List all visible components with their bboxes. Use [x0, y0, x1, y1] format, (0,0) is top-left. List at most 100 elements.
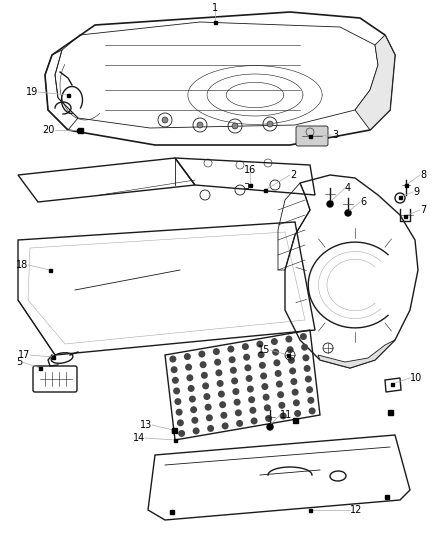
Text: 9: 9 [413, 187, 419, 197]
Text: 4: 4 [345, 183, 351, 193]
Text: 5: 5 [16, 357, 22, 367]
Circle shape [177, 419, 184, 426]
Bar [391, 383, 393, 385]
Bar [388, 409, 392, 415]
Circle shape [260, 373, 267, 379]
Circle shape [242, 343, 249, 350]
Circle shape [263, 394, 270, 401]
Circle shape [187, 385, 194, 392]
Circle shape [267, 424, 273, 430]
Circle shape [213, 348, 220, 355]
Circle shape [185, 364, 192, 370]
Circle shape [222, 423, 229, 430]
Circle shape [207, 425, 214, 432]
Circle shape [302, 354, 309, 361]
Circle shape [306, 386, 313, 393]
Circle shape [206, 414, 213, 421]
Circle shape [184, 353, 191, 360]
Circle shape [236, 420, 243, 427]
Circle shape [235, 409, 242, 416]
Bar [399, 196, 402, 198]
Circle shape [220, 412, 227, 419]
Circle shape [191, 417, 198, 424]
Circle shape [304, 365, 311, 372]
Circle shape [286, 346, 293, 353]
Circle shape [232, 123, 238, 129]
Circle shape [174, 398, 181, 405]
Circle shape [215, 369, 223, 376]
Bar [286, 353, 290, 357]
Circle shape [162, 117, 168, 123]
Circle shape [233, 388, 240, 395]
Circle shape [279, 402, 286, 409]
Circle shape [178, 430, 185, 437]
Bar [78, 127, 82, 133]
Circle shape [261, 383, 268, 390]
Text: 18: 18 [16, 260, 28, 270]
Circle shape [218, 391, 225, 398]
Circle shape [227, 345, 234, 352]
Circle shape [172, 377, 179, 384]
Circle shape [233, 399, 240, 406]
FancyBboxPatch shape [296, 126, 328, 146]
Circle shape [286, 336, 293, 343]
Circle shape [259, 362, 266, 369]
Text: 19: 19 [26, 87, 38, 97]
Text: 8: 8 [420, 170, 426, 180]
Circle shape [272, 349, 279, 356]
Bar [308, 508, 311, 512]
Circle shape [248, 396, 255, 403]
Circle shape [276, 381, 283, 387]
Circle shape [246, 375, 253, 382]
Circle shape [200, 361, 207, 368]
Circle shape [309, 407, 316, 415]
Bar [170, 510, 174, 514]
Circle shape [264, 405, 271, 411]
Circle shape [219, 401, 226, 408]
Circle shape [301, 344, 308, 351]
Circle shape [171, 366, 178, 373]
Bar [52, 356, 54, 359]
Circle shape [189, 395, 196, 402]
Circle shape [193, 427, 200, 434]
Text: 2: 2 [290, 170, 296, 180]
Bar [346, 211, 350, 214]
Circle shape [176, 409, 183, 416]
Circle shape [294, 410, 301, 417]
Text: 15: 15 [258, 345, 270, 355]
Circle shape [275, 370, 282, 377]
Circle shape [202, 383, 209, 390]
Circle shape [205, 403, 212, 411]
Polygon shape [355, 35, 395, 130]
Bar [405, 183, 407, 187]
Circle shape [201, 372, 208, 379]
Text: 17: 17 [18, 350, 30, 360]
Circle shape [198, 351, 205, 358]
Circle shape [305, 376, 312, 383]
Circle shape [327, 201, 333, 207]
Text: 10: 10 [410, 373, 422, 383]
Bar [172, 427, 177, 432]
Circle shape [243, 354, 250, 361]
Circle shape [170, 356, 177, 362]
Bar [385, 495, 389, 499]
Circle shape [251, 417, 258, 424]
Bar [293, 417, 297, 423]
Text: 1: 1 [212, 3, 218, 13]
Circle shape [279, 413, 286, 419]
Circle shape [273, 359, 280, 366]
Circle shape [244, 365, 251, 372]
Circle shape [214, 359, 221, 366]
Circle shape [345, 210, 351, 216]
Circle shape [190, 406, 197, 413]
Circle shape [288, 357, 295, 364]
Circle shape [229, 356, 236, 363]
Bar [173, 439, 177, 441]
Circle shape [267, 121, 273, 127]
Text: 13: 13 [140, 420, 152, 430]
Circle shape [292, 389, 299, 395]
Circle shape [307, 397, 314, 404]
Circle shape [203, 393, 210, 400]
Bar [172, 429, 174, 432]
Circle shape [300, 333, 307, 340]
